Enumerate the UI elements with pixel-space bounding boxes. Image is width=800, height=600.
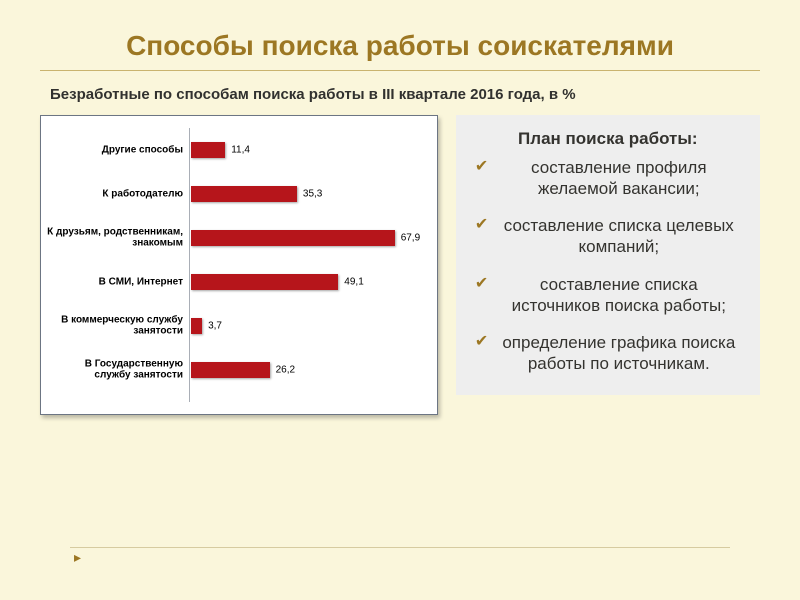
check-icon: ✔ <box>474 217 490 233</box>
value-label: 49,1 <box>344 276 363 287</box>
value-label: 35,3 <box>303 188 322 199</box>
category-label: К работодателю <box>47 188 189 200</box>
chart-row: Другие способы11,4 <box>189 128 427 172</box>
plan-item-text: определение графика поиска работы по ист… <box>502 333 735 373</box>
check-icon: ✔ <box>474 159 490 175</box>
bar <box>191 318 202 334</box>
plan-item: ✔ составление списка источников поиска ра… <box>474 274 742 317</box>
bar-chart: Другие способы11,4К работодателю35,3К др… <box>40 115 438 415</box>
chart-row: В коммерческую службу занятости3,7 <box>189 304 427 348</box>
bar <box>191 362 270 378</box>
plan-title: План поиска работы: <box>474 129 742 149</box>
plan-item: ✔ составление профиля желаемой вакансии; <box>474 157 742 200</box>
slide-title: Способы поиска работы соискателями <box>40 30 760 62</box>
content-row: Другие способы11,4К работодателю35,3К др… <box>40 115 760 415</box>
check-icon: ✔ <box>474 276 490 292</box>
value-label: 11,4 <box>231 144 250 155</box>
bar <box>191 186 297 202</box>
bar <box>191 230 395 246</box>
plan-panel: План поиска работы: ✔ составление профиля… <box>456 115 760 395</box>
category-label: Другие способы <box>47 144 189 156</box>
category-label: В коммерческую службу занятости <box>47 314 189 337</box>
slide: Способы поиска работы соискателями Безра… <box>0 0 800 600</box>
plan-list: ✔составление профиля желаемой вакансии;✔… <box>474 157 742 375</box>
chart-plot-area: Другие способы11,4К работодателю35,3К др… <box>189 128 427 402</box>
footer-rule <box>70 547 730 548</box>
value-label: 3,7 <box>208 320 222 331</box>
footer-arrow-icon: ▸ <box>74 549 81 566</box>
check-icon: ✔ <box>474 334 490 350</box>
plan-item-text: составление профиля желаемой вакансии; <box>531 158 707 198</box>
chart-row: К друзьям, родственникам, знакомым67,9 <box>189 216 427 260</box>
chart-row: К работодателю35,3 <box>189 172 427 216</box>
value-label: 67,9 <box>401 232 420 243</box>
chart-subtitle: Безработные по способам поиска работы в … <box>50 85 760 105</box>
title-rule <box>40 70 760 71</box>
value-label: 26,2 <box>276 364 295 375</box>
chart-row: В СМИ, Интернет49,1 <box>189 260 427 304</box>
chart-row: В Государственную службу занятости26,2 <box>189 348 427 392</box>
plan-item-text: составление списка источников поиска раб… <box>512 275 726 315</box>
category-label: В СМИ, Интернет <box>47 276 189 288</box>
plan-item: ✔ составление списка целевых компаний; <box>474 215 742 258</box>
bar <box>191 274 338 290</box>
plan-item-text: составление списка целевых компаний; <box>504 216 734 256</box>
bar <box>191 142 225 158</box>
category-label: К друзьям, родственникам, знакомым <box>47 226 189 249</box>
category-label: В Государственную службу занятости <box>47 358 189 381</box>
plan-item: ✔ определение графика поиска работы по ис… <box>474 332 742 375</box>
